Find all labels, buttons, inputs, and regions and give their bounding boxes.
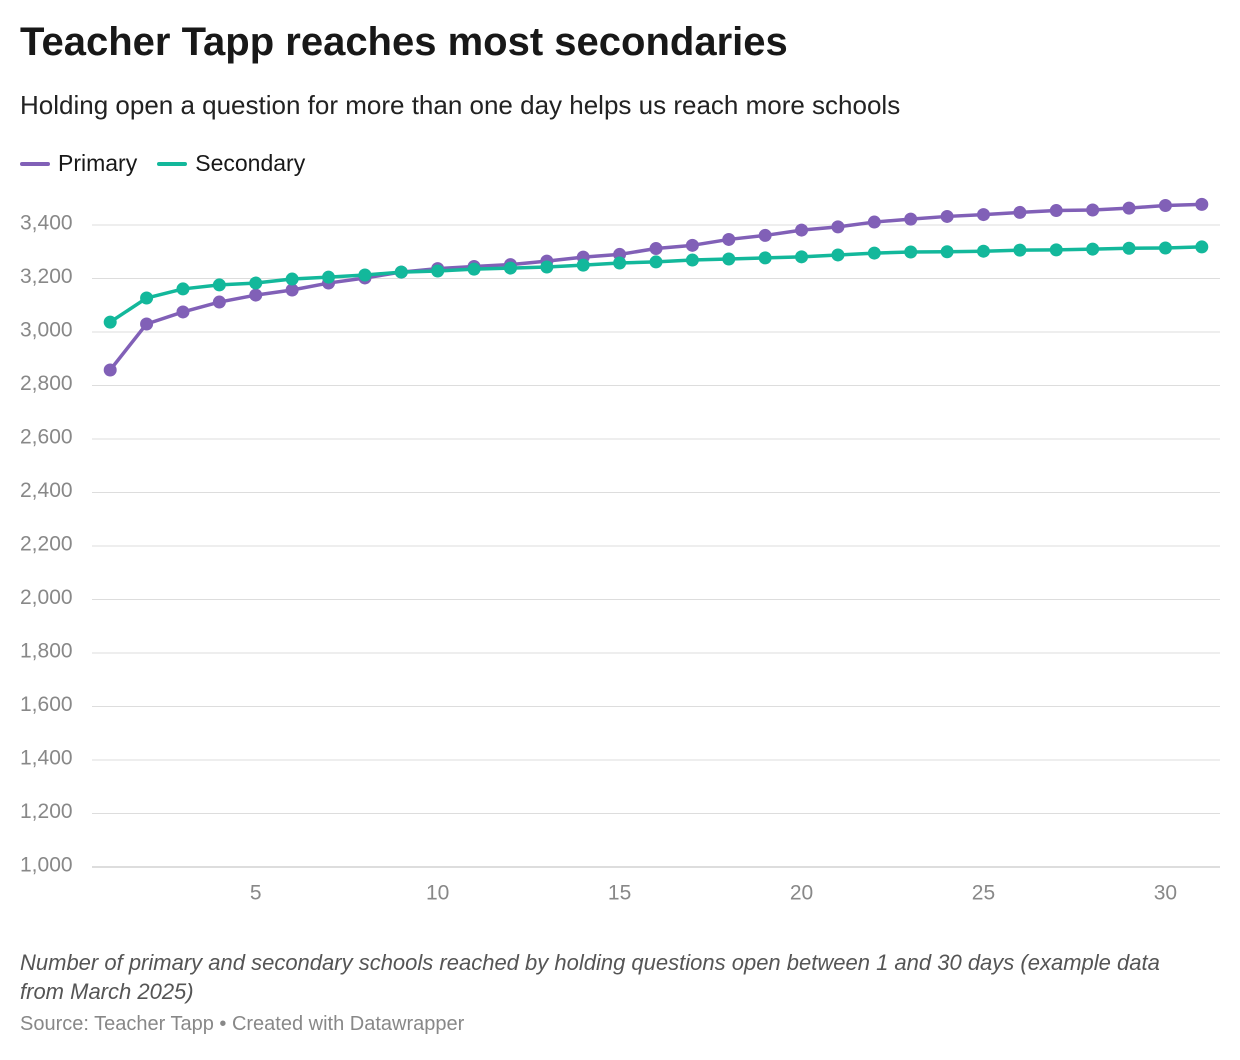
- data-point: [649, 242, 663, 256]
- y-tick-label: 2,200: [20, 533, 73, 556]
- data-point: [758, 251, 772, 265]
- data-point: [649, 255, 663, 269]
- data-point: [1049, 204, 1063, 218]
- data-point: [1195, 197, 1209, 211]
- data-point: [940, 209, 954, 223]
- data-point: [212, 295, 226, 309]
- data-point: [1158, 198, 1172, 212]
- data-point: [685, 238, 699, 252]
- y-tick-label: 3,400: [20, 212, 73, 235]
- chart-subtitle: Holding open a question for more than on…: [20, 90, 901, 120]
- legend-item: Primary: [20, 150, 137, 177]
- data-point: [358, 268, 372, 282]
- y-tick-label: 2,000: [20, 586, 73, 609]
- data-point: [285, 272, 299, 286]
- legend: Primary Secondary: [20, 150, 305, 177]
- data-point: [1122, 241, 1136, 255]
- data-point: [831, 220, 845, 234]
- data-point: [431, 264, 445, 278]
- data-point: [322, 270, 336, 284]
- x-tick-label: 20: [790, 882, 813, 905]
- data-point: [140, 317, 154, 331]
- data-point: [904, 212, 918, 226]
- y-tick-label: 3,200: [20, 265, 73, 288]
- data-point: [140, 291, 154, 305]
- data-point: [976, 244, 990, 258]
- data-point: [867, 246, 881, 260]
- data-point: [576, 258, 590, 272]
- data-point: [1013, 243, 1027, 257]
- legend-label: Secondary: [195, 150, 306, 176]
- data-point: [176, 305, 190, 319]
- data-point: [1049, 243, 1063, 257]
- data-point: [394, 265, 408, 279]
- legend-label: Primary: [58, 150, 138, 176]
- y-tick-label: 2,600: [20, 426, 73, 449]
- y-tick-label: 3,000: [20, 319, 73, 342]
- y-tick-label: 1,800: [20, 640, 73, 663]
- caption: Number of primary and secondary schools …: [20, 950, 1160, 1004]
- data-point: [940, 245, 954, 259]
- x-tick-label: 10: [426, 882, 449, 905]
- y-tick-label: 1,000: [20, 854, 73, 877]
- data-point: [1158, 241, 1172, 255]
- legend-swatch: [20, 161, 50, 166]
- data-point: [103, 363, 117, 377]
- data-point: [758, 228, 772, 242]
- data-point: [722, 232, 736, 246]
- data-point: [1195, 240, 1209, 254]
- y-tick-label: 1,600: [20, 693, 73, 716]
- data-point: [176, 282, 190, 296]
- y-tick-label: 2,800: [20, 372, 73, 395]
- data-point: [1086, 203, 1100, 217]
- data-point: [613, 256, 627, 270]
- data-point: [212, 278, 226, 292]
- data-point: [831, 248, 845, 262]
- chart-title: Teacher Tapp reaches most secondaries: [20, 20, 788, 64]
- legend-swatch: [157, 161, 188, 166]
- data-point: [685, 253, 699, 267]
- legend-item: Secondary: [157, 150, 305, 177]
- x-tick-label: 15: [608, 882, 631, 905]
- data-point: [722, 252, 736, 266]
- data-point: [103, 315, 117, 329]
- data-point: [1086, 242, 1100, 256]
- data-point: [540, 260, 554, 274]
- data-point: [976, 208, 990, 222]
- data-point: [249, 288, 263, 302]
- y-tick-label: 1,400: [20, 747, 73, 770]
- data-point: [285, 283, 299, 297]
- data-point: [904, 245, 918, 259]
- data-point: [795, 250, 809, 264]
- data-point: [1122, 201, 1136, 215]
- y-tick-label: 2,400: [20, 479, 73, 502]
- data-point: [1013, 205, 1027, 219]
- chart: 1,000 1,200 1,400 1,600 1,800 2,000 2,200 2,400…: [20, 197, 1220, 905]
- y-tick-label: 1,200: [20, 800, 73, 823]
- data-point: [795, 223, 809, 237]
- x-tick-label: 5: [250, 882, 262, 905]
- data-point: [467, 262, 481, 276]
- source: Source: Teacher Tapp • Created with Data…: [20, 1013, 465, 1035]
- x-tick-label: 25: [972, 882, 995, 905]
- data-point: [249, 276, 263, 290]
- data-point: [503, 261, 517, 275]
- series-line: [108, 202, 1202, 372]
- x-tick-label: 30: [1154, 882, 1177, 905]
- data-point: [867, 215, 881, 229]
